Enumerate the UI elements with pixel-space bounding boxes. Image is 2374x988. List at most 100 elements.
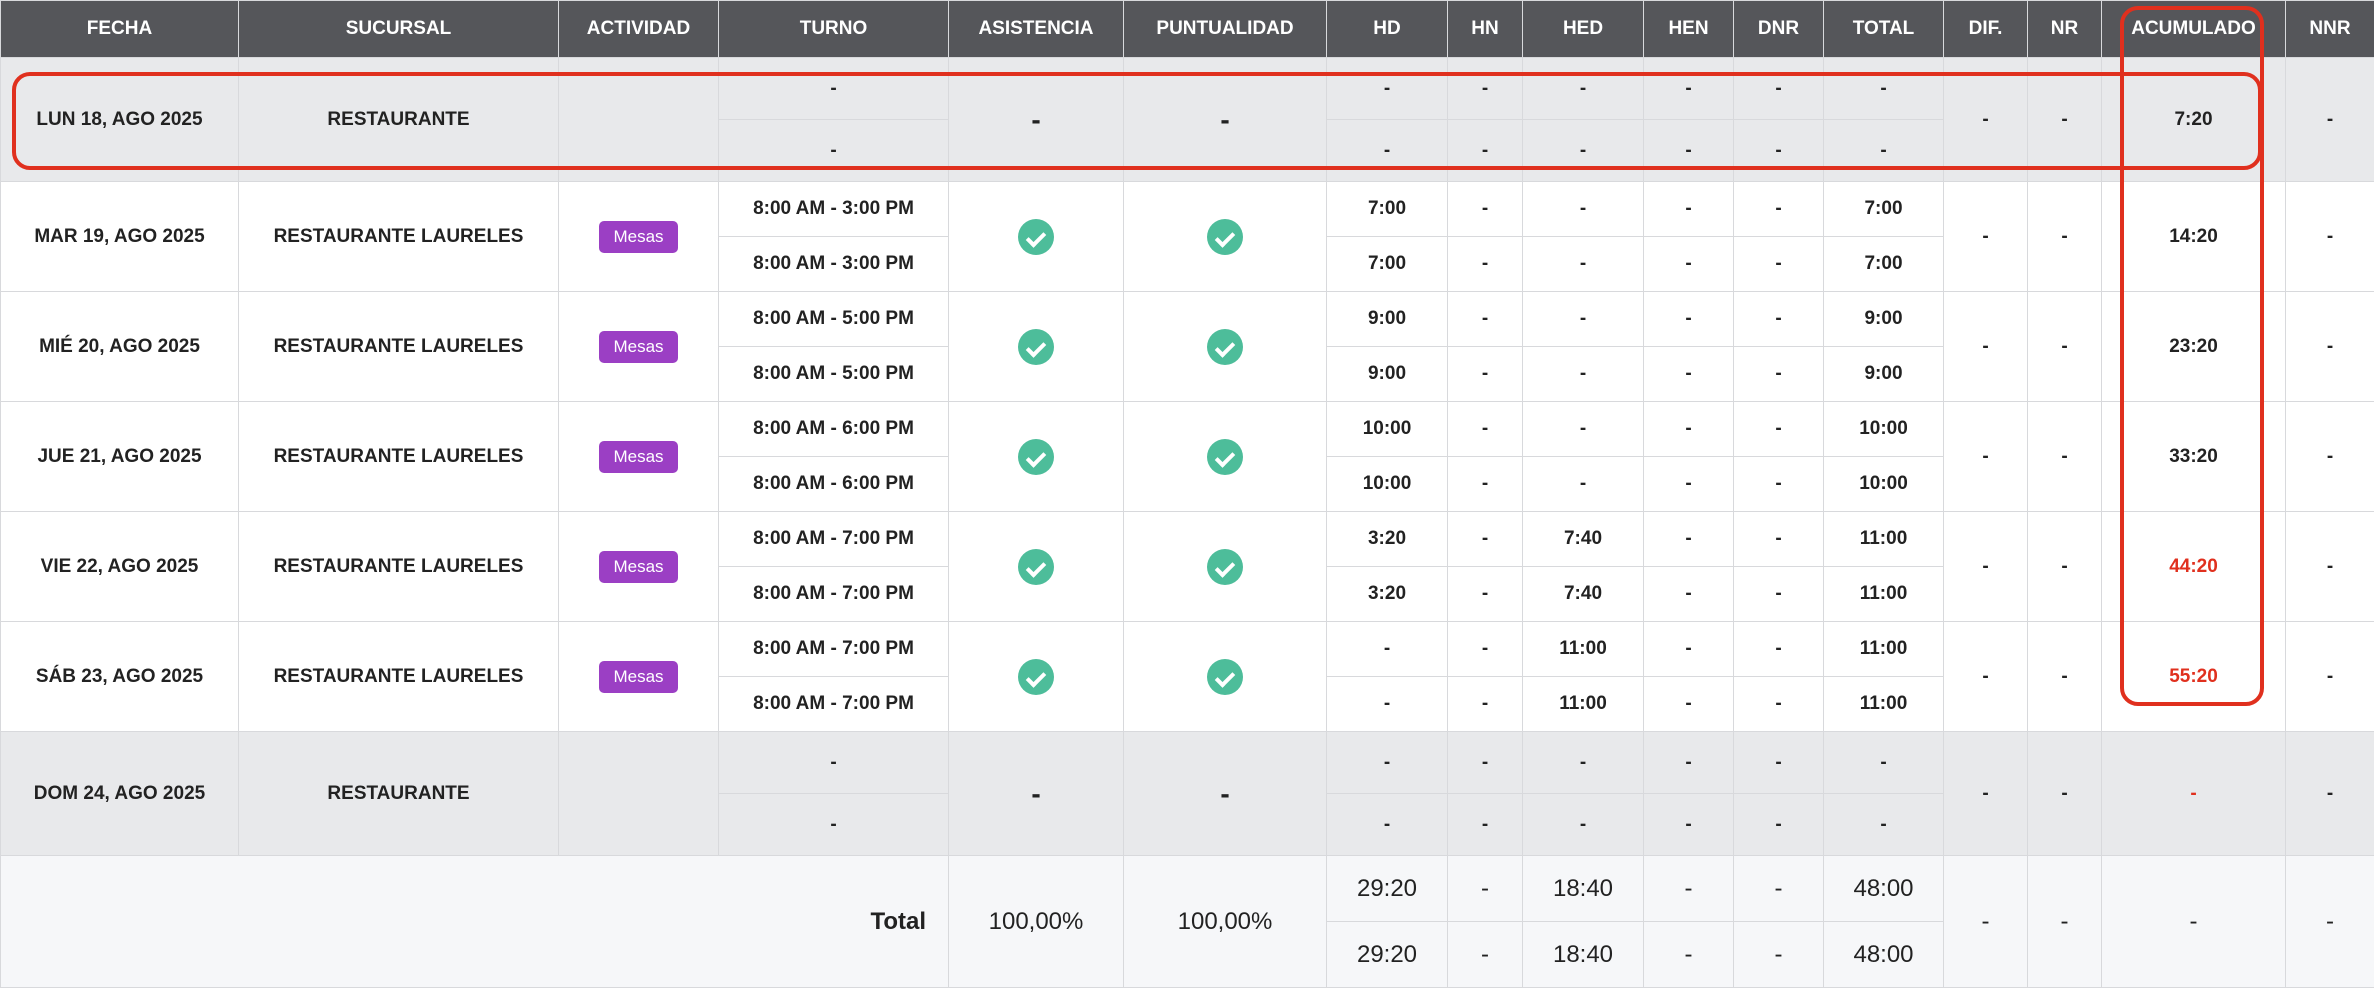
- header-turno[interactable]: TURNO: [719, 1, 949, 58]
- check-circle-icon: [1207, 549, 1243, 585]
- cell-dif: -: [1944, 512, 2028, 622]
- cell-dnr: -: [1734, 292, 1824, 347]
- header-acumulado[interactable]: ACUMULADO: [2102, 1, 2286, 58]
- table-row-jue-21[interactable]: JUE 21, AGO 2025 RESTAURANTE LAURELES Me…: [1, 402, 2374, 457]
- cell-total: 9:00: [1824, 292, 1944, 347]
- cell-turno: 8:00 AM - 7:00 PM: [719, 622, 949, 677]
- header-total[interactable]: TOTAL: [1824, 1, 1944, 58]
- cell-acumulado: -: [2102, 732, 2286, 856]
- cell-hed: -: [1523, 794, 1644, 856]
- cell-dif: -: [1944, 182, 2028, 292]
- cell-hed: 11:00: [1523, 677, 1644, 732]
- check-circle-icon: [1018, 439, 1054, 475]
- cell-hed: -: [1523, 182, 1644, 237]
- header-nnr[interactable]: NNR: [2286, 1, 2374, 58]
- cell-nr: -: [2028, 402, 2102, 512]
- cell-dnr: -: [1734, 512, 1824, 567]
- cell-hn: -: [1448, 292, 1523, 347]
- activity-badge[interactable]: Mesas: [599, 661, 677, 693]
- totals-nr: -: [2028, 856, 2102, 988]
- cell-dnr: -: [1734, 182, 1824, 237]
- header-hd[interactable]: HD: [1327, 1, 1448, 58]
- table-row-mie-20[interactable]: MIÉ 20, AGO 2025 RESTAURANTE LAURELES Me…: [1, 292, 2374, 347]
- check-circle-icon: [1018, 329, 1054, 365]
- cell-puntualidad: [1124, 622, 1327, 732]
- cell-hen: -: [1644, 567, 1734, 622]
- activity-badge[interactable]: Mesas: [599, 221, 677, 253]
- cell-hed: -: [1523, 120, 1644, 182]
- header-sucursal[interactable]: SUCURSAL: [239, 1, 559, 58]
- activity-badge[interactable]: Mesas: [599, 441, 677, 473]
- cell-hd: 3:20: [1327, 512, 1448, 567]
- cell-nnr: -: [2286, 402, 2374, 512]
- cell-asistencia: [949, 512, 1124, 622]
- cell-puntualidad: [1124, 512, 1327, 622]
- header-asistencia[interactable]: ASISTENCIA: [949, 1, 1124, 58]
- cell-asistencia: [949, 292, 1124, 402]
- cell-hd: 9:00: [1327, 292, 1448, 347]
- cell-total: 7:00: [1824, 182, 1944, 237]
- cell-dif: -: [1944, 402, 2028, 512]
- cell-hd: -: [1327, 622, 1448, 677]
- cell-hen: -: [1644, 292, 1734, 347]
- cell-turno: 8:00 AM - 3:00 PM: [719, 182, 949, 237]
- cell-dnr: -: [1734, 347, 1824, 402]
- header-hed[interactable]: HED: [1523, 1, 1644, 58]
- table-row-vie-22[interactable]: VIE 22, AGO 2025 RESTAURANTE LAURELES Me…: [1, 512, 2374, 567]
- cell-total: 10:00: [1824, 402, 1944, 457]
- cell-hed: 7:40: [1523, 567, 1644, 622]
- activity-badge[interactable]: Mesas: [599, 331, 677, 363]
- cell-total: 9:00: [1824, 347, 1944, 402]
- cell-dnr: -: [1734, 732, 1824, 794]
- table-row-lun-18[interactable]: LUN 18, AGO 2025 RESTAURANTE - - - - - -…: [1, 58, 2374, 120]
- cell-total: 7:00: [1824, 237, 1944, 292]
- cell-dnr: -: [1734, 567, 1824, 622]
- cell-nnr: -: [2286, 512, 2374, 622]
- cell-fecha: MIÉ 20, AGO 2025: [1, 292, 239, 402]
- cell-fecha: VIE 22, AGO 2025: [1, 512, 239, 622]
- totals-nnr: -: [2286, 856, 2374, 988]
- header-nr[interactable]: NR: [2028, 1, 2102, 58]
- cell-total: -: [1824, 58, 1944, 120]
- cell-nr: -: [2028, 732, 2102, 856]
- table-row-dom-24[interactable]: DOM 24, AGO 2025 RESTAURANTE - - - - - -…: [1, 732, 2374, 794]
- check-circle-icon: [1207, 439, 1243, 475]
- cell-hed: -: [1523, 292, 1644, 347]
- cell-nr: -: [2028, 292, 2102, 402]
- cell-total: -: [1824, 794, 1944, 856]
- cell-hed: -: [1523, 347, 1644, 402]
- cell-nnr: -: [2286, 622, 2374, 732]
- cell-nr: -: [2028, 512, 2102, 622]
- header-dnr[interactable]: DNR: [1734, 1, 1824, 58]
- table-row-sab-23[interactable]: SÁB 23, AGO 2025 RESTAURANTE LAURELES Me…: [1, 622, 2374, 677]
- activity-badge[interactable]: Mesas: [599, 551, 677, 583]
- cell-turno: 8:00 AM - 6:00 PM: [719, 457, 949, 512]
- cell-nnr: -: [2286, 182, 2374, 292]
- cell-acumulado: 23:20: [2102, 292, 2286, 402]
- header-fecha[interactable]: FECHA: [1, 1, 239, 58]
- cell-total: 11:00: [1824, 622, 1944, 677]
- header-hen[interactable]: HEN: [1644, 1, 1734, 58]
- cell-hd: -: [1327, 58, 1448, 120]
- cell-hn: -: [1448, 402, 1523, 457]
- totals-hd: 29:20: [1327, 922, 1448, 988]
- totals-hen: -: [1644, 856, 1734, 922]
- table-row-mar-19[interactable]: MAR 19, AGO 2025 RESTAURANTE LAURELES Me…: [1, 182, 2374, 237]
- cell-nnr: -: [2286, 292, 2374, 402]
- cell-turno: -: [719, 120, 949, 182]
- cell-dif: -: [1944, 292, 2028, 402]
- cell-dnr: -: [1734, 402, 1824, 457]
- header-dif[interactable]: DIF.: [1944, 1, 2028, 58]
- cell-hn: -: [1448, 677, 1523, 732]
- header-hn[interactable]: HN: [1448, 1, 1523, 58]
- header-puntualidad[interactable]: PUNTUALIDAD: [1124, 1, 1327, 58]
- cell-hen: -: [1644, 732, 1734, 794]
- cell-hd: 10:00: [1327, 457, 1448, 512]
- header-actividad[interactable]: ACTIVIDAD: [559, 1, 719, 58]
- cell-dif: -: [1944, 58, 2028, 182]
- cell-sucursal: RESTAURANTE LAURELES: [239, 402, 559, 512]
- cell-actividad: Mesas: [559, 182, 719, 292]
- totals-hed: 18:40: [1523, 856, 1644, 922]
- cell-puntualidad: [1124, 182, 1327, 292]
- cell-hd: 10:00: [1327, 402, 1448, 457]
